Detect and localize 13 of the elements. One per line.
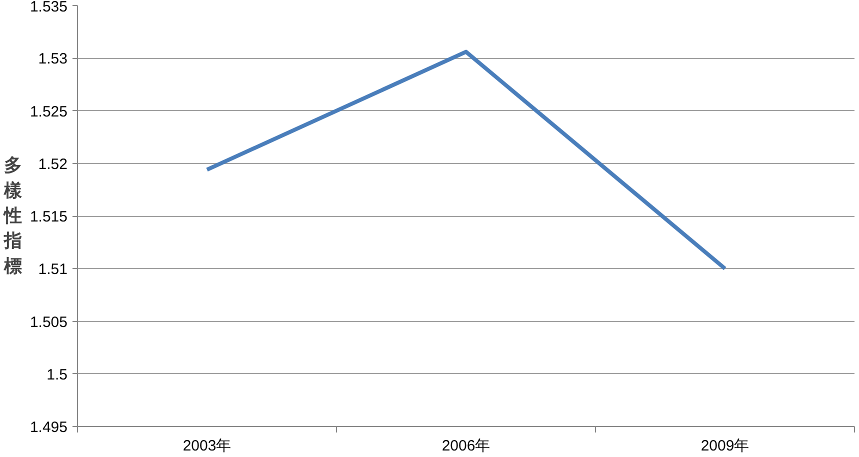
x-tick-label: 2009年 [700, 438, 750, 454]
y-tick-label: 1.525 [30, 103, 68, 120]
y-tick-label: 1.535 [30, 0, 68, 16]
y-tick-label: 1.52 [38, 156, 68, 173]
y-tick-label: 1.495 [30, 419, 68, 436]
y-tick-label: 1.53 [38, 50, 68, 68]
x-tick-label: 2006年 [442, 438, 490, 454]
y-tick-label: 1.505 [30, 314, 68, 331]
y-tick-label: 1.51 [38, 261, 68, 278]
x-tick-label: 2003年 [182, 438, 232, 454]
y-tick-label: 1.5 [46, 366, 68, 384]
y-axis-title: 多樣性指標 [2, 155, 23, 277]
y-tick-label: 1.515 [30, 208, 68, 226]
